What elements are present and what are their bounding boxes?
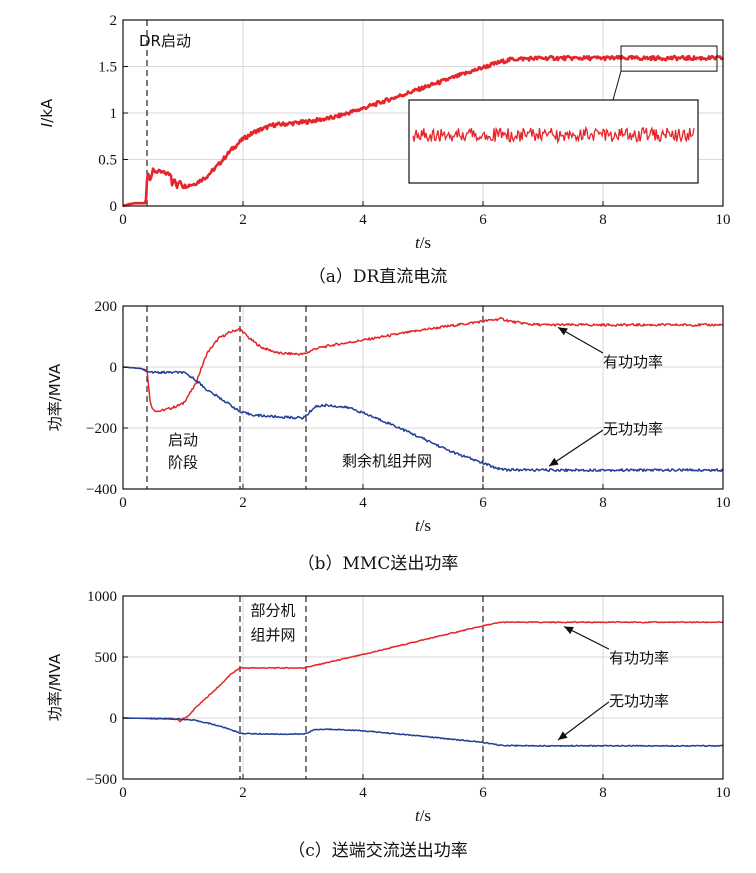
annotation-arrow-line	[548, 429, 604, 467]
x-tick-label: 4	[359, 785, 367, 801]
series-line-有功功率	[123, 620, 724, 723]
annotation-label: 剩余机组并网	[342, 452, 432, 470]
annotation-label: 启动	[168, 431, 198, 449]
y-tick-label: −500	[86, 772, 117, 788]
y-tick-label: −400	[86, 482, 117, 498]
y-tick-label: 0	[110, 199, 118, 215]
x-tick-label: 0	[119, 212, 127, 228]
annotation-arrow-head	[558, 731, 568, 740]
x-tick-label: 10	[716, 785, 731, 801]
x-tick-label: 2	[239, 212, 247, 228]
annotation-arrow-head	[564, 626, 574, 635]
y-tick-label: 1000	[87, 589, 117, 605]
series-line-有功功率	[122, 316, 724, 413]
inset-box	[408, 99, 699, 184]
x-tick-label: 4	[359, 495, 367, 511]
plot-frame	[122, 305, 724, 490]
annotation-arrow-head	[558, 327, 568, 336]
x-tick-label: 10	[716, 495, 731, 511]
x-tick-label: 4	[359, 212, 367, 228]
annotation-label: 组并网	[250, 626, 295, 644]
x-axis-label: t/s	[415, 516, 431, 535]
y-axis-label: I/kA	[38, 98, 56, 127]
x-tick-label: 8	[599, 212, 607, 228]
series-line-无功功率	[122, 366, 724, 473]
panel-caption: （a）DR直流电流	[309, 267, 448, 287]
annotation-label: 部分机	[250, 602, 295, 620]
y-tick-label: 0	[110, 711, 118, 727]
y-axis-label: 功率/MVA	[46, 653, 64, 721]
x-tick-label: 10	[716, 212, 731, 228]
x-axis-label: t/s	[415, 806, 431, 825]
annotation-arrow-line	[557, 701, 610, 741]
y-tick-label: −200	[86, 421, 117, 437]
inset-ripple-line	[412, 125, 695, 145]
annotation-label: 有功功率	[603, 353, 663, 371]
annotation-label: 无功功率	[603, 420, 663, 438]
panel-caption: （c）送端交流送出功率	[288, 841, 468, 861]
annotation-label: 有功功率	[609, 649, 669, 667]
annotation-arrow-head	[549, 457, 559, 467]
x-axis-label: t/s	[415, 233, 431, 252]
panel-a-dr-dc-current: 0 2 4 6 8 10 0 0.5 1 1.5 2 t/s I/kA DR启动 （a）DR直流电流	[38, 13, 731, 287]
panel-caption: （b）MMC送出功率	[298, 554, 459, 574]
plot-frame	[122, 595, 724, 780]
x-tick-label: 6	[479, 212, 487, 228]
x-tick-label: 8	[599, 785, 607, 801]
x-tick-label: 8	[599, 495, 607, 511]
panel-c-ac-output-power: 0 2 4 6 8 1010005000−500t/s功率/MVA部分机组并网有功功率无功…	[46, 589, 731, 861]
annotation-label: DR启动	[139, 32, 191, 50]
x-tick-label: 6	[479, 495, 487, 511]
x-tick-label: 2	[239, 785, 247, 801]
y-tick-label: 2	[110, 13, 118, 29]
y-tick-label: 0	[110, 360, 118, 376]
series-line-DR直流电流	[122, 54, 725, 208]
y-tick-label: 1.5	[98, 60, 117, 76]
inset-connector-line	[612, 71, 622, 101]
y-tick-label: 1	[110, 106, 118, 122]
annotation-label: 无功功率	[609, 692, 669, 710]
x-tick-label: 0	[119, 785, 127, 801]
x-tick-label: 0	[119, 495, 127, 511]
y-tick-label: 0.5	[98, 153, 117, 169]
annotation-label: 阶段	[168, 454, 198, 472]
y-axis-label: 功率/MVA	[46, 363, 64, 431]
series-line-无功功率	[123, 717, 724, 748]
y-tick-label: 200	[95, 299, 118, 315]
zoom-window-box	[620, 45, 718, 72]
x-tick-label: 2	[239, 495, 247, 511]
x-tick-label: 6	[479, 785, 487, 801]
y-tick-label: 500	[95, 650, 118, 666]
